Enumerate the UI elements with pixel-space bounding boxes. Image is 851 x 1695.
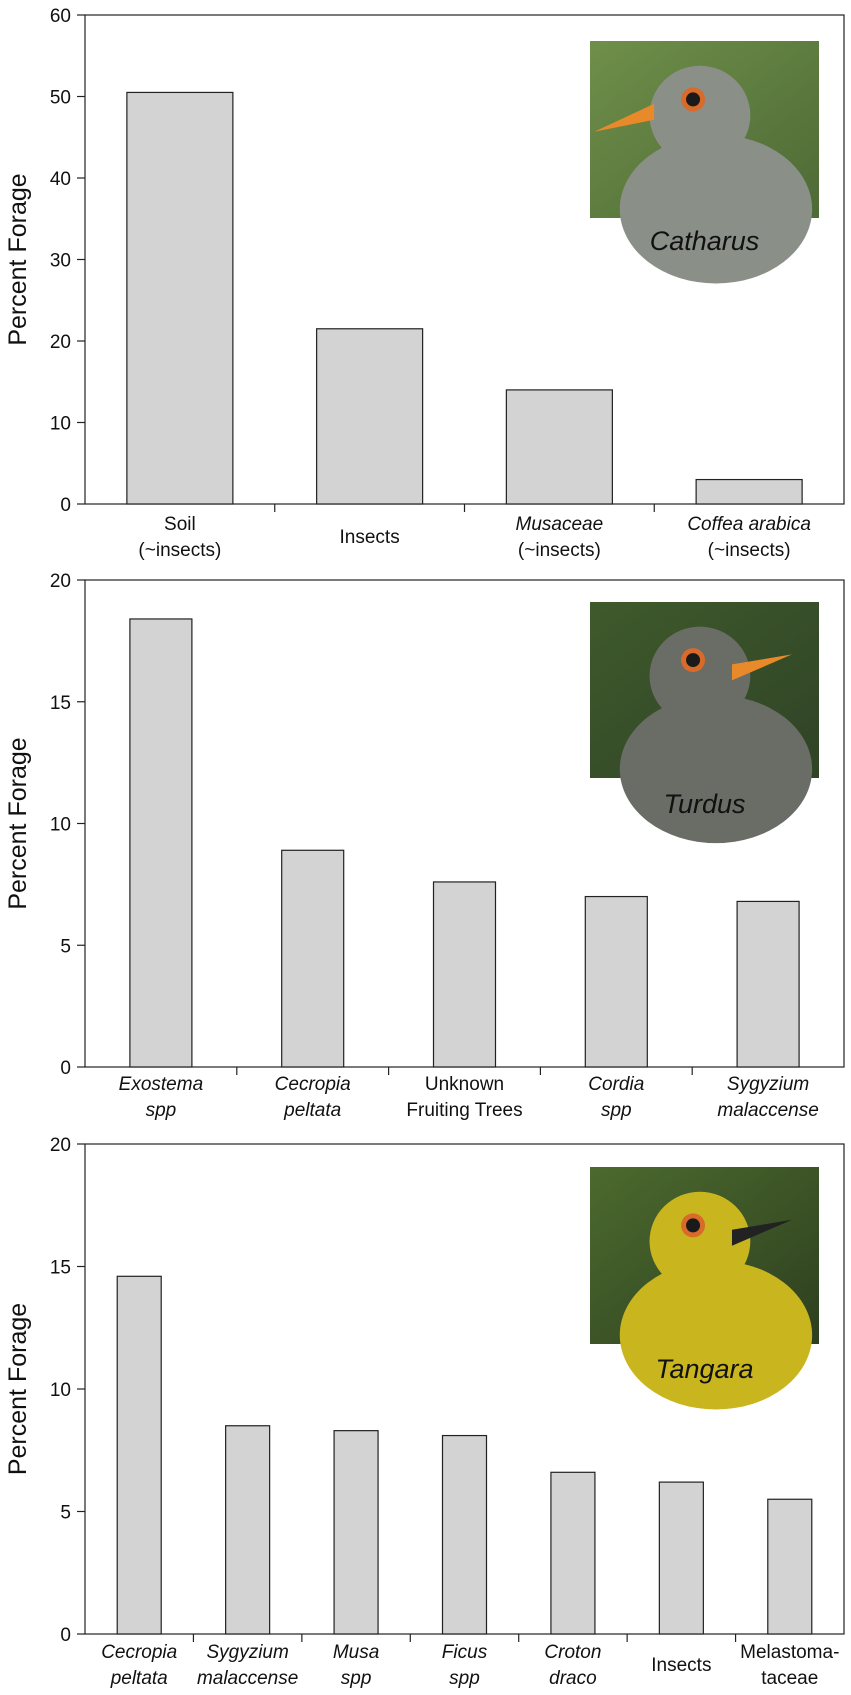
bar	[281, 849, 345, 1068]
y-tick-label: 15	[50, 1258, 71, 1279]
genus-label: Tangara	[655, 1354, 753, 1384]
y-tick-label: 20	[50, 571, 71, 592]
y-tick-label: 0	[60, 1625, 71, 1646]
chart-panel-tangara: 0 5 10 15 20 Percent Forage Cecropia peltata Syg…	[4, 1135, 845, 1689]
x-category-label: Croton draco	[544, 1642, 601, 1689]
y-axis-label: Percent Forage	[4, 173, 32, 345]
x-category-label: Cecropia peltata	[275, 1074, 351, 1121]
y-tick-label: 40	[50, 169, 71, 190]
chart-panel-turdus: 0 5 10 15 20 Percent Forage Exostema spp Cecropi…	[4, 571, 845, 1121]
y-axis-label: Percent Forage	[4, 1303, 32, 1475]
y-tick-label: 60	[50, 6, 71, 27]
y-tick-label: 0	[60, 495, 71, 516]
y-tick-label: 10	[50, 414, 71, 435]
x-category-label: Exostema spp	[119, 1074, 203, 1121]
x-category-label: Insects	[651, 1655, 711, 1676]
y-tick-label: 30	[50, 251, 71, 272]
turdus-bird-photo	[590, 602, 819, 844]
chart-panel-catharus: 0 10 20 30 40 50 60 Percent Forage Soil (~insects…	[4, 6, 845, 561]
genus-label: Turdus	[663, 789, 745, 819]
y-tick-label: 10	[50, 1380, 71, 1401]
y-tick-label: 5	[60, 1503, 71, 1524]
x-category-label: Insects	[340, 527, 400, 548]
bar	[333, 1430, 379, 1635]
bar	[316, 328, 424, 505]
x-category-label: Musaceae (~insects)	[516, 514, 604, 561]
y-tick-label: 15	[50, 693, 71, 714]
x-category-label: Melastoma-taceae	[740, 1642, 839, 1689]
bar	[432, 881, 497, 1068]
bar	[695, 478, 803, 505]
bar	[658, 1481, 704, 1635]
y-tick-label: 20	[50, 1135, 71, 1156]
y-tick-label: 5	[60, 936, 71, 957]
y-tick-label: 50	[50, 88, 71, 109]
bar	[441, 1434, 488, 1635]
bar	[126, 91, 234, 505]
bar	[767, 1498, 813, 1635]
y-tick-label: 0	[60, 1058, 71, 1079]
x-category-label: Ficus spp	[442, 1642, 488, 1689]
x-category-label: Sygyzium malaccense	[717, 1074, 818, 1121]
x-category-label: Sygyzium malaccense	[197, 1642, 298, 1689]
bar	[116, 1275, 162, 1635]
x-category-label: Coffea arabica (~insects)	[687, 514, 811, 561]
y-tick-label: 20	[50, 332, 71, 353]
tangara-bird-photo	[590, 1167, 819, 1410]
bar	[225, 1425, 271, 1635]
x-category-label: Soil (~insects)	[138, 514, 221, 561]
bar	[584, 895, 648, 1068]
y-tick-label: 10	[50, 815, 71, 836]
bar	[129, 618, 193, 1068]
y-axis-label: Percent Forage	[4, 737, 32, 909]
x-category-label: Musa spp	[333, 1642, 379, 1689]
x-category-label: Cecropia peltata	[101, 1642, 177, 1689]
bar	[550, 1471, 596, 1635]
catharus-bird-photo	[590, 41, 819, 284]
x-category-label: Cordia spp	[588, 1074, 644, 1121]
genus-label: Catharus	[650, 226, 760, 256]
x-category-label: Unknown Fruiting Trees	[406, 1074, 522, 1121]
bar	[505, 389, 613, 505]
bar	[736, 900, 800, 1068]
